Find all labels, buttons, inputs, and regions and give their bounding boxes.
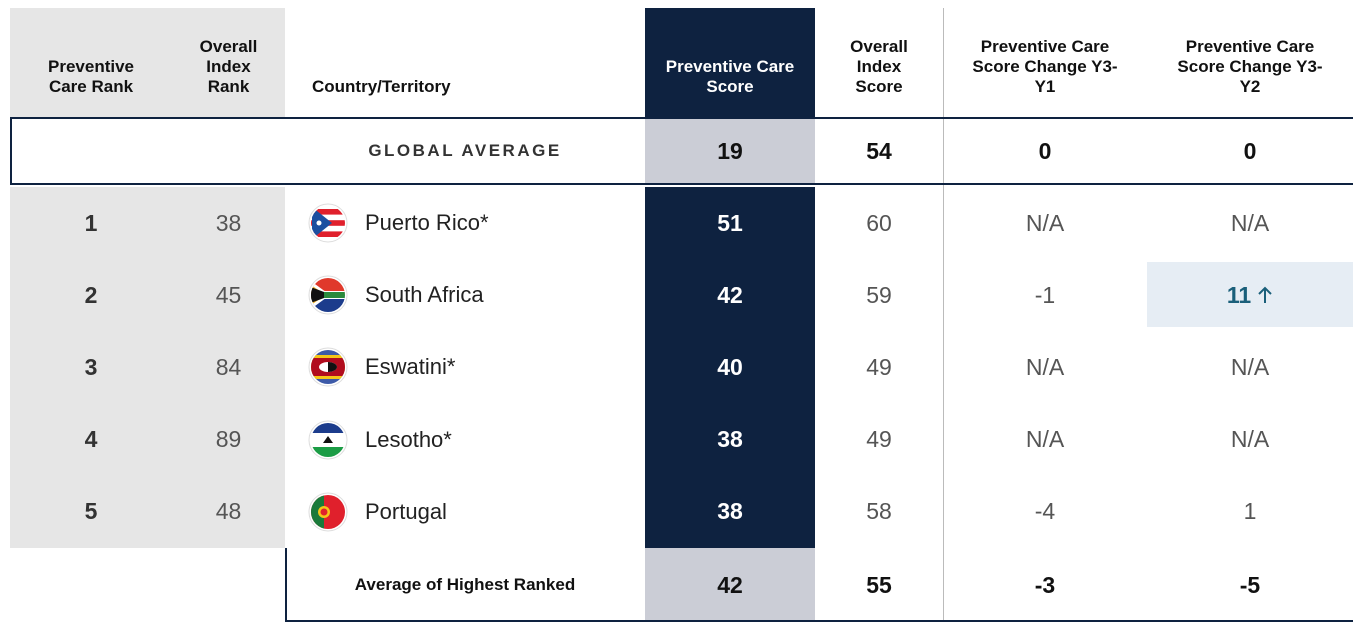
- global-box: [10, 117, 1353, 185]
- country: Puerto Rico*: [365, 210, 489, 235]
- score-col-light: [645, 117, 815, 185]
- change-y3-y1: N/A: [1025, 353, 1065, 380]
- change-y3-y2: N/A: [1230, 353, 1270, 380]
- footer-label: Average of Highest Ranked: [354, 575, 576, 594]
- column-header: Overall Index Rank: [172, 8, 285, 117]
- overall-rank: 48: [215, 498, 242, 525]
- footer-box: [285, 548, 1353, 622]
- rank-bg: [10, 8, 285, 117]
- column-header: Preventive Care Score Change Y3-Y1: [943, 8, 1147, 117]
- country: Lesotho*: [365, 426, 452, 452]
- header-text: Preventive Care Score Change Y3-Y1: [972, 37, 1118, 96]
- change-y3-y1: -1: [1034, 281, 1056, 308]
- header-text: Overall Index Score: [850, 37, 908, 96]
- column-header: Preventive Care Rank: [10, 8, 172, 117]
- overall-score: 59: [866, 281, 892, 308]
- rank: 3: [84, 353, 98, 380]
- header-text: Preventive Care Score Change Y3-Y2: [1177, 37, 1323, 96]
- flag: [308, 203, 348, 243]
- header-text: Preventive Care Score: [665, 57, 795, 96]
- rank: 1: [84, 209, 98, 236]
- change-y3-y2: 11: [1147, 259, 1353, 331]
- change-y3-y2: N/A: [1230, 426, 1270, 453]
- column-header: Preventive Care Score Change Y3-Y2: [1147, 8, 1353, 117]
- footer-value: -3: [1034, 571, 1056, 598]
- column-header: Overall Index Score: [815, 8, 943, 117]
- change-y3-y1: -4: [1034, 498, 1056, 525]
- score: 42: [717, 281, 743, 308]
- rank: 5: [84, 498, 98, 525]
- overall-rank: 38: [215, 209, 242, 236]
- footer-value: 42: [717, 571, 743, 598]
- header-text: Overall Index Rank: [199, 37, 258, 96]
- score: 40: [717, 353, 743, 380]
- rank: 2: [84, 281, 98, 308]
- score-col-light: [645, 548, 815, 620]
- score: 38: [717, 498, 743, 525]
- country: South Africa: [365, 282, 484, 308]
- global-value: 0: [1038, 137, 1052, 164]
- footer-value: 55: [866, 571, 892, 598]
- header-text: Preventive Care Rank: [48, 57, 134, 96]
- rank-bg: [10, 187, 285, 548]
- header-text: Country/Territory: [312, 77, 451, 96]
- score: 51: [717, 209, 743, 236]
- flag: [308, 492, 348, 532]
- up-arrow: [1258, 286, 1272, 304]
- change-y3-y1: N/A: [1025, 209, 1065, 236]
- global-value: 19: [717, 137, 743, 164]
- flag: [308, 275, 348, 315]
- change-y3-y2: 1: [1243, 498, 1257, 525]
- rank: 4: [84, 426, 98, 453]
- change-y3-y2: N/A: [1230, 209, 1270, 236]
- overall-score: 58: [866, 498, 892, 525]
- global-value: 54: [866, 137, 892, 164]
- global-label: GLOBAL AVERAGE: [368, 141, 562, 160]
- score-col: [645, 187, 815, 548]
- overall-score: 49: [866, 353, 892, 380]
- global-value: 0: [1243, 137, 1257, 164]
- overall-score: 60: [866, 209, 892, 236]
- score: 38: [717, 426, 743, 453]
- change-y3-y1: N/A: [1025, 426, 1065, 453]
- overall-rank: 84: [215, 353, 242, 380]
- score-col: [645, 8, 815, 117]
- column-header: Preventive Care Score: [645, 8, 815, 117]
- country: Portugal: [365, 498, 447, 524]
- overall-rank: 89: [215, 426, 242, 453]
- highlight-cell: [1147, 262, 1353, 327]
- flag: [308, 347, 348, 387]
- divider: [943, 8, 944, 622]
- flag: [308, 420, 348, 460]
- overall-score: 49: [866, 426, 892, 453]
- footer-value: -5: [1239, 571, 1261, 598]
- country: Eswatini*: [365, 354, 456, 380]
- overall-rank: 45: [215, 281, 242, 308]
- column-header: Country/Territory: [285, 8, 645, 117]
